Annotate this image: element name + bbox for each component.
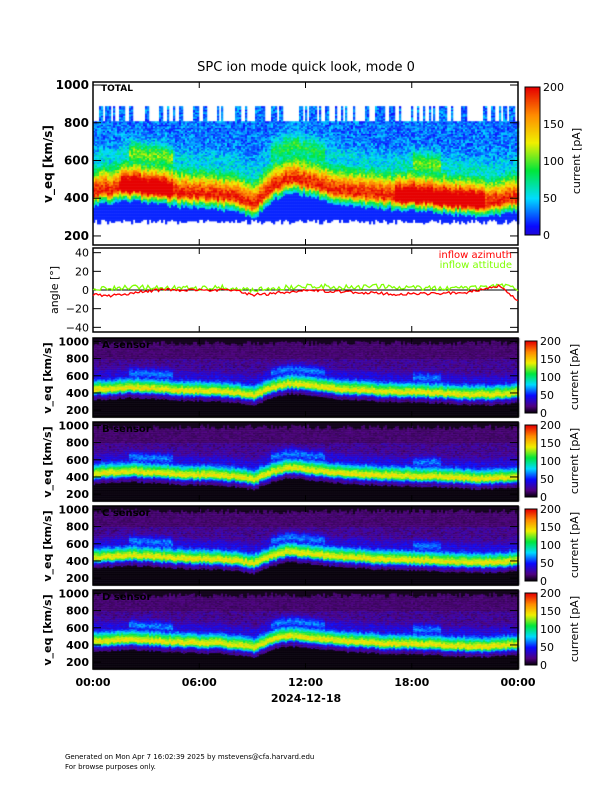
x-tick-label: 00:00 (75, 676, 110, 689)
figure-title: SPC ion mode quick look, mode 0 (197, 60, 415, 75)
colorbar-tick-label: 150 (540, 605, 561, 618)
x-tick-label: 18:00 (394, 676, 429, 689)
y-tick-label: 600 (66, 622, 89, 635)
y-tick-label: −40 (66, 321, 89, 334)
colorbar-tick-label: 50 (540, 473, 554, 486)
colorbar-tick-label: 50 (543, 192, 557, 205)
panel-label: B sensor (102, 424, 151, 435)
colorbar-label: current [pA] (568, 428, 581, 494)
panel-frame (92, 337, 519, 418)
x-tick-label: 00:00 (500, 676, 535, 689)
colorbar-tick-label: 150 (540, 353, 561, 366)
panel-label: C sensor (102, 508, 150, 519)
colorbar-tick-label: 200 (540, 419, 561, 432)
y-tick-label: 600 (66, 454, 89, 467)
colorbar-tick-label: 100 (543, 155, 564, 168)
y-tick-label: 600 (66, 538, 89, 551)
y-tick-label: 200 (66, 488, 89, 501)
colorbar-label: current [pA] (568, 596, 581, 662)
colorbar-tick-label: 100 (540, 455, 561, 468)
panel-label: D sensor (102, 592, 151, 603)
colorbar-label: current [pA] (568, 512, 581, 578)
y-tick-label: 1000 (56, 78, 89, 92)
colorbar-tick-label: 0 (540, 659, 547, 672)
y-tick-label: 800 (66, 605, 89, 618)
y-tick-label: 400 (66, 471, 89, 484)
y-tick-label: 800 (66, 353, 89, 366)
y-tick-label: 800 (64, 116, 89, 130)
y-tick-label: 400 (66, 639, 89, 652)
colorbar (524, 86, 541, 236)
colorbar-label: current [pA] (570, 128, 583, 194)
colorbar-tick-label: 150 (543, 118, 564, 131)
y-axis-label: angle [°] (48, 266, 61, 314)
x-tick-label: 12:00 (288, 676, 323, 689)
colorbar-tick-label: 200 (543, 81, 564, 94)
footer-generated: Generated on Mon Apr 7 16:02:39 2025 by … (65, 753, 315, 761)
y-tick-label: 40 (75, 247, 89, 260)
colorbar-tick-label: 150 (540, 437, 561, 450)
colorbar-tick-label: 0 (540, 491, 547, 504)
y-tick-label: 400 (66, 387, 89, 400)
series-line-inflow-azimuth (92, 284, 519, 301)
colorbar-tick-label: 100 (540, 623, 561, 636)
colorbar-tick-label: 100 (540, 371, 561, 384)
panel-label: A sensor (102, 340, 151, 351)
colorbar-tick-label: 0 (543, 229, 550, 242)
footer-browse-note: For browse purposes only. (65, 763, 156, 771)
colorbar-label: current [pA] (568, 344, 581, 410)
y-axis-label-d: v_eq [km/s] (41, 594, 54, 666)
y-axis-label-total: v_eq [km/s] (41, 125, 55, 203)
date-label: 2024-12-18 (270, 692, 342, 705)
panel-frame (92, 589, 519, 670)
colorbar (524, 340, 538, 414)
panel-frame (92, 505, 519, 586)
legend-entry: inflow azimuth (439, 250, 512, 261)
colorbar (524, 592, 538, 666)
colorbar-tick-label: 0 (540, 407, 547, 420)
y-tick-label: 400 (66, 555, 89, 568)
panel-frame (92, 81, 519, 246)
y-tick-label: 200 (64, 229, 89, 243)
legend-entry: inflow attitude (440, 260, 512, 271)
y-tick-label: 20 (75, 265, 89, 278)
colorbar-tick-label: 50 (540, 557, 554, 570)
y-tick-label: 400 (64, 191, 89, 205)
y-tick-label: 1000 (58, 335, 89, 348)
colorbar-tick-label: 150 (540, 521, 561, 534)
y-tick-label: 600 (64, 153, 89, 167)
y-tick-label: 800 (66, 521, 89, 534)
y-tick-label: 1000 (58, 419, 89, 432)
panel-label: TOTAL (101, 84, 133, 94)
colorbar-tick-label: 50 (540, 389, 554, 402)
y-tick-label: 200 (66, 572, 89, 585)
colorbar (524, 508, 538, 582)
y-tick-label: 0 (82, 284, 89, 297)
y-tick-label: 200 (66, 656, 89, 669)
y-tick-label: 200 (66, 404, 89, 417)
y-tick-label: 600 (66, 370, 89, 383)
colorbar (524, 424, 538, 498)
colorbar-tick-label: 0 (540, 575, 547, 588)
y-tick-label: −20 (66, 303, 89, 316)
colorbar-tick-label: 200 (540, 335, 561, 348)
colorbar-tick-label: 200 (540, 503, 561, 516)
panel-frame (92, 421, 519, 502)
colorbar-tick-label: 50 (540, 641, 554, 654)
y-tick-label: 1000 (58, 587, 89, 600)
y-tick-label: 1000 (58, 503, 89, 516)
y-tick-label: 800 (66, 437, 89, 450)
colorbar-tick-label: 200 (540, 587, 561, 600)
colorbar-tick-label: 100 (540, 539, 561, 552)
x-tick-label: 06:00 (182, 676, 217, 689)
